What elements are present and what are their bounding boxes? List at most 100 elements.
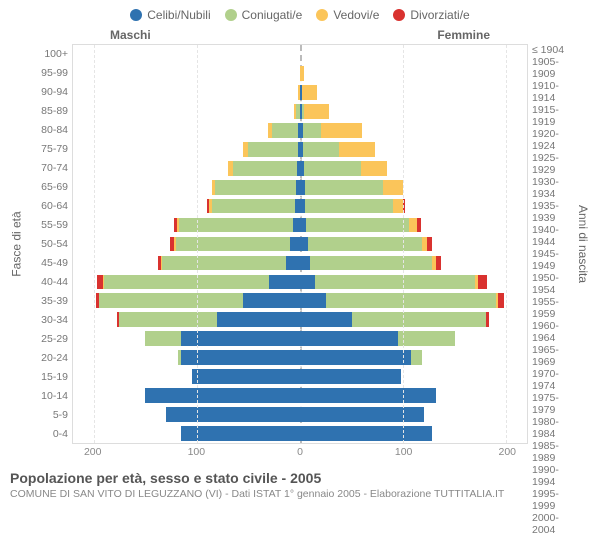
pyramid-row — [73, 348, 527, 367]
pyramid-row — [73, 197, 527, 216]
female-half — [300, 140, 527, 159]
seg-celibi — [243, 293, 300, 308]
pyramid-row — [73, 235, 527, 254]
footer-sub: COMUNE DI SAN VITO DI LEGUZZANO (VI) - D… — [10, 488, 590, 500]
chart: Fasce di età 100+95-9990-9485-8980-8475-… — [10, 44, 590, 444]
bar — [300, 369, 401, 384]
male-half — [73, 386, 300, 405]
seg-coniugati — [304, 161, 361, 176]
legend-item-divorziati: Divorziati/e — [393, 8, 469, 22]
legend-item-celibi: Celibi/Nubili — [130, 8, 210, 22]
seg-divorziati — [486, 312, 489, 327]
seg-celibi — [192, 369, 300, 384]
seg-coniugati — [99, 293, 243, 308]
male-half — [73, 102, 300, 121]
birth-label: 1965-1969 — [528, 344, 576, 368]
pyramid-row — [73, 64, 527, 83]
pyramid-row — [73, 83, 527, 102]
pyramid-row — [73, 159, 527, 178]
seg-celibi — [300, 369, 401, 384]
age-label: 90-94 — [24, 82, 72, 101]
seg-divorziati — [427, 237, 432, 252]
bar — [192, 369, 300, 384]
seg-celibi — [290, 237, 300, 252]
age-label: 20-24 — [24, 349, 72, 368]
age-label: 95-99 — [24, 63, 72, 82]
female-half — [300, 310, 527, 329]
male-half — [73, 291, 300, 310]
birth-label: ≤ 1904 — [528, 44, 576, 56]
bar — [300, 388, 436, 403]
seg-divorziati — [417, 218, 421, 233]
seg-coniugati — [326, 293, 496, 308]
pyramid-row — [73, 102, 527, 121]
seg-coniugati — [398, 331, 455, 346]
seg-vedovi — [304, 104, 329, 119]
bar — [96, 293, 300, 308]
bar — [145, 331, 300, 346]
pyramid-row — [73, 253, 527, 272]
birth-label: 1970-1974 — [528, 368, 576, 392]
seg-vedovi — [393, 199, 403, 214]
seg-coniugati — [215, 180, 295, 195]
gridline — [94, 45, 95, 443]
bar — [300, 331, 455, 346]
bar — [97, 275, 300, 290]
bar — [300, 426, 432, 441]
female-half — [300, 216, 527, 235]
bar — [300, 199, 405, 214]
bar — [181, 426, 300, 441]
x-axis: 2001000100200 — [72, 446, 528, 460]
female-half — [300, 83, 527, 102]
birth-labels: ≤ 19041905-19091910-19141915-19191920-19… — [528, 44, 576, 444]
y-axis-title-left: Fasce di età — [10, 44, 24, 444]
male-half — [73, 272, 300, 291]
male-half — [73, 405, 300, 424]
birth-label: 1920-1924 — [528, 128, 576, 152]
vedovi-swatch — [316, 9, 328, 21]
seg-coniugati — [411, 350, 421, 365]
age-label: 100+ — [24, 44, 72, 63]
x-tick: 0 — [297, 446, 303, 458]
birth-label: 1980-1984 — [528, 416, 576, 440]
seg-coniugati — [119, 312, 217, 327]
female-half — [300, 386, 527, 405]
seg-coniugati — [272, 123, 298, 138]
header-females: Femmine — [437, 28, 490, 42]
seg-coniugati — [303, 123, 321, 138]
seg-coniugati — [310, 256, 432, 271]
female-half — [300, 272, 527, 291]
age-label: 85-89 — [24, 101, 72, 120]
age-label: 75-79 — [24, 139, 72, 158]
seg-divorziati — [436, 256, 441, 271]
bar — [300, 237, 432, 252]
side-headers: Maschi Femmine — [10, 28, 590, 44]
seg-celibi — [300, 275, 315, 290]
seg-coniugati — [305, 199, 393, 214]
female-half — [300, 102, 527, 121]
male-half — [73, 424, 300, 443]
legend: Celibi/NubiliConiugati/eVedovi/eDivorzia… — [10, 8, 590, 22]
seg-celibi — [300, 388, 436, 403]
age-label: 65-69 — [24, 177, 72, 196]
birth-label: 1960-1964 — [528, 320, 576, 344]
birth-label: 1925-1929 — [528, 152, 576, 176]
seg-coniugati — [308, 237, 421, 252]
male-half — [73, 178, 300, 197]
male-half — [73, 235, 300, 254]
bar — [300, 312, 489, 327]
seg-vedovi — [321, 123, 362, 138]
pyramid-row — [73, 386, 527, 405]
seg-vedovi — [361, 161, 387, 176]
seg-coniugati — [176, 237, 289, 252]
bar — [300, 142, 375, 157]
seg-coniugati — [212, 199, 295, 214]
age-label: 80-84 — [24, 120, 72, 139]
seg-vedovi — [339, 142, 375, 157]
pyramid-row — [73, 216, 527, 235]
bar — [300, 104, 329, 119]
birth-label: 1935-1939 — [528, 200, 576, 224]
y-axis-title-right: Anni di nascita — [576, 44, 590, 444]
bar — [268, 123, 300, 138]
age-label: 45-49 — [24, 254, 72, 273]
